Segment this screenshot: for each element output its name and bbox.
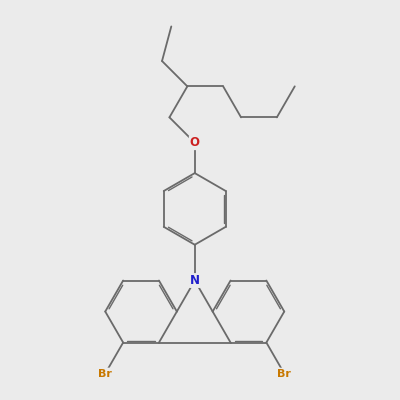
Text: Br: Br [277,368,291,378]
Text: N: N [190,274,200,287]
Text: Br: Br [98,368,112,378]
Text: O: O [190,136,200,149]
